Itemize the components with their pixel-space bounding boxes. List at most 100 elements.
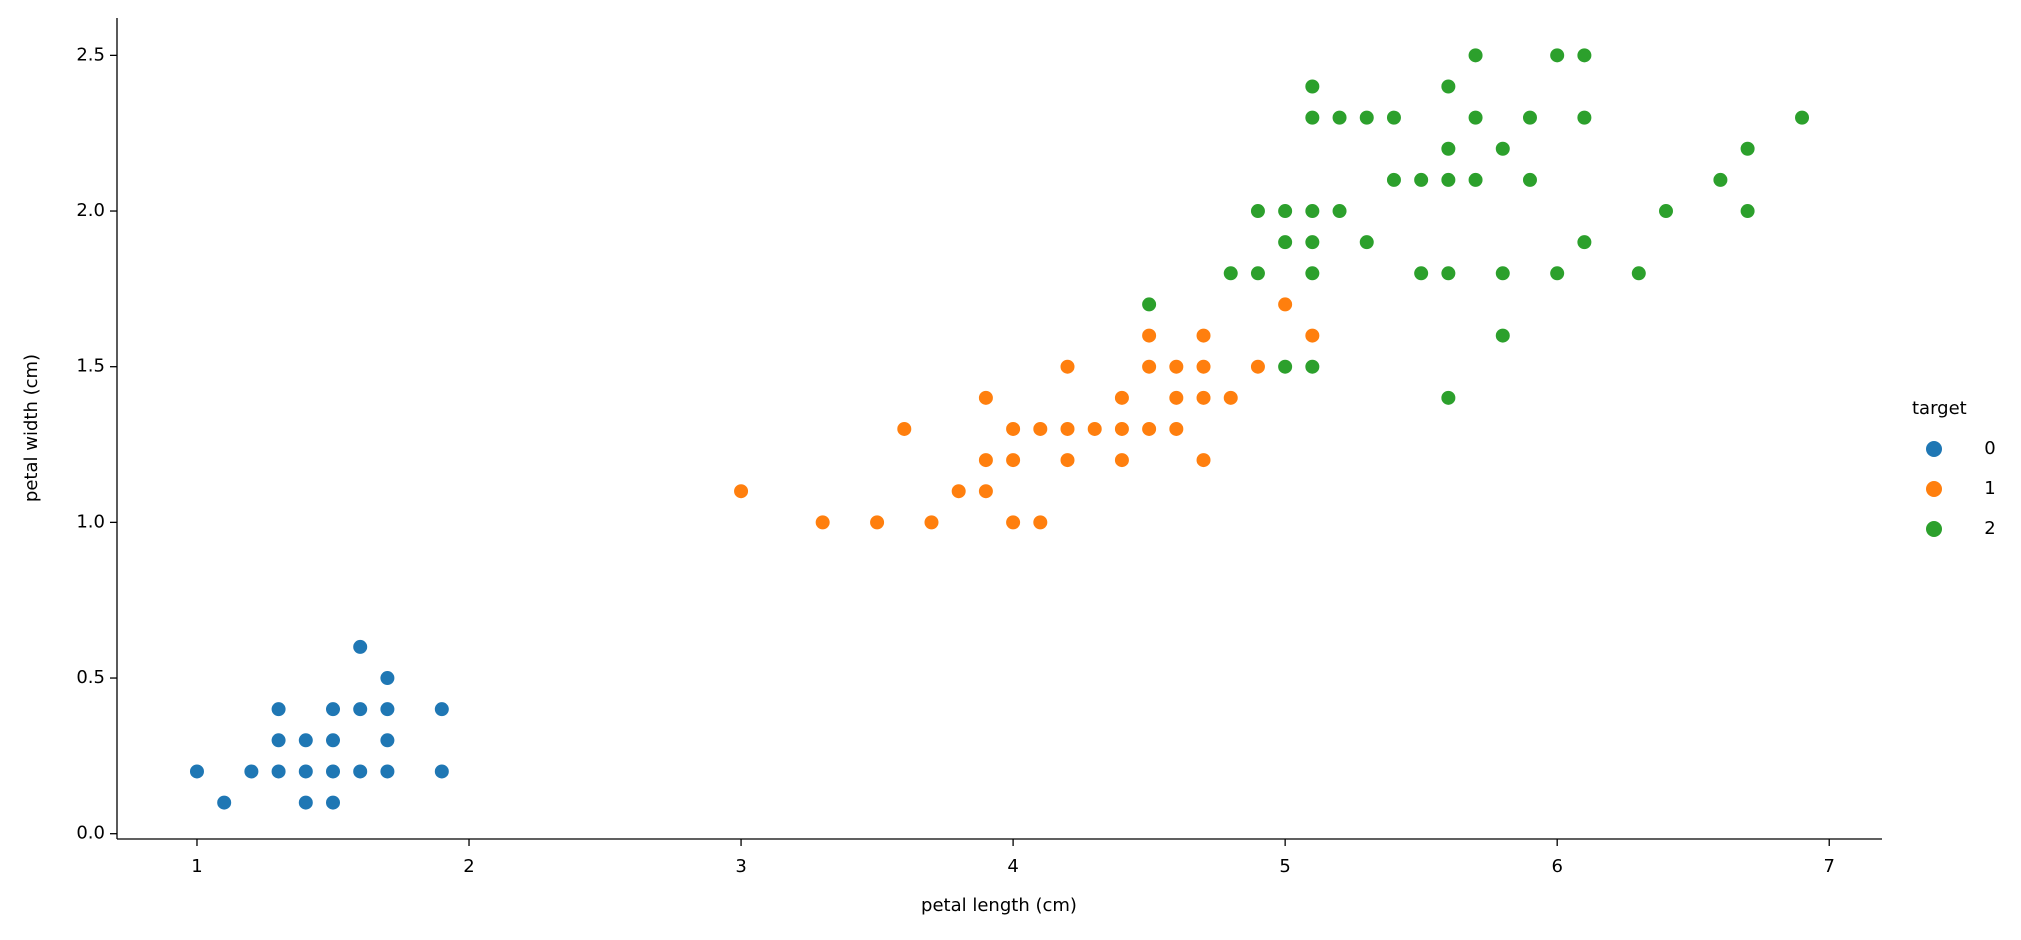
point: [1032, 420, 1049, 437]
point: [1304, 109, 1321, 126]
point: [1141, 327, 1158, 344]
point: [1195, 327, 1212, 344]
point: [1059, 452, 1076, 469]
point: [1358, 234, 1375, 251]
point: [1657, 203, 1674, 220]
point: [352, 701, 369, 718]
point: [1277, 296, 1294, 313]
point: [1576, 47, 1593, 64]
point: [297, 763, 314, 780]
point: [1005, 452, 1022, 469]
point: [977, 452, 994, 469]
point: [1712, 171, 1729, 188]
point: [923, 514, 940, 531]
point: [1521, 171, 1538, 188]
point: [977, 483, 994, 500]
point: [1304, 358, 1321, 375]
point: [1141, 358, 1158, 375]
point: [1168, 420, 1185, 437]
point: [270, 701, 287, 718]
point: [270, 732, 287, 749]
point: [1549, 47, 1566, 64]
point: [977, 389, 994, 406]
point: [1739, 203, 1756, 220]
point: [1549, 265, 1566, 282]
point: [325, 701, 342, 718]
point: [352, 763, 369, 780]
point: [1168, 358, 1185, 375]
legend-title: target: [1912, 398, 1967, 419]
point: [1494, 265, 1511, 282]
point: [1113, 420, 1130, 437]
point: [216, 794, 233, 811]
y-axis-label: petal width (cm): [21, 354, 42, 502]
point: [1304, 234, 1321, 251]
point: [1304, 265, 1321, 282]
x-axis-label: petal length (cm): [921, 895, 1077, 916]
point: [379, 732, 396, 749]
point: [1195, 452, 1212, 469]
point: [1222, 265, 1239, 282]
point: [379, 670, 396, 687]
point: [1521, 109, 1538, 126]
y-tick-label: 1.5: [76, 356, 105, 377]
point: [325, 794, 342, 811]
point: [1385, 171, 1402, 188]
point: [1331, 109, 1348, 126]
point: [1331, 203, 1348, 220]
point: [1113, 389, 1130, 406]
point: [1086, 420, 1103, 437]
x-tick-label: 6: [1551, 856, 1562, 877]
x-tick-label: 5: [1279, 856, 1290, 877]
point: [1467, 109, 1484, 126]
point: [1440, 171, 1457, 188]
legend-label: 0: [1984, 438, 1995, 459]
x-tick-label: 4: [1007, 856, 1018, 877]
y-tick-label: 0.0: [76, 823, 105, 844]
point: [1494, 327, 1511, 344]
point: [433, 701, 450, 718]
point: [1059, 420, 1076, 437]
y-tick-label: 0.5: [76, 667, 105, 688]
legend-label: 2: [1984, 518, 1995, 539]
point: [1794, 109, 1811, 126]
point: [1440, 389, 1457, 406]
point: [297, 732, 314, 749]
point: [1222, 389, 1239, 406]
legend-marker: [1926, 481, 1942, 497]
point: [1440, 140, 1457, 157]
point: [1358, 109, 1375, 126]
point: [1195, 389, 1212, 406]
x-tick-label: 3: [735, 856, 746, 877]
point: [1277, 358, 1294, 375]
point: [270, 763, 287, 780]
point: [1277, 234, 1294, 251]
legend-marker: [1926, 521, 1942, 537]
point: [1413, 265, 1430, 282]
y-tick-label: 2.0: [76, 200, 105, 221]
point: [814, 514, 831, 531]
x-tick-label: 7: [1823, 856, 1834, 877]
legend-marker: [1926, 441, 1942, 457]
point: [1195, 358, 1212, 375]
point: [1576, 234, 1593, 251]
point: [896, 420, 913, 437]
point: [1141, 296, 1158, 313]
point: [325, 732, 342, 749]
point: [869, 514, 886, 531]
point: [188, 763, 205, 780]
y-tick-label: 2.5: [76, 44, 105, 65]
point: [1249, 203, 1266, 220]
point: [1440, 78, 1457, 95]
point: [1576, 109, 1593, 126]
point: [379, 763, 396, 780]
point: [325, 763, 342, 780]
point: [1168, 389, 1185, 406]
point: [433, 763, 450, 780]
point: [1005, 420, 1022, 437]
point: [1005, 514, 1022, 531]
point: [1440, 265, 1457, 282]
point: [379, 701, 396, 718]
point: [352, 638, 369, 655]
legend-label: 1: [1984, 478, 1995, 499]
